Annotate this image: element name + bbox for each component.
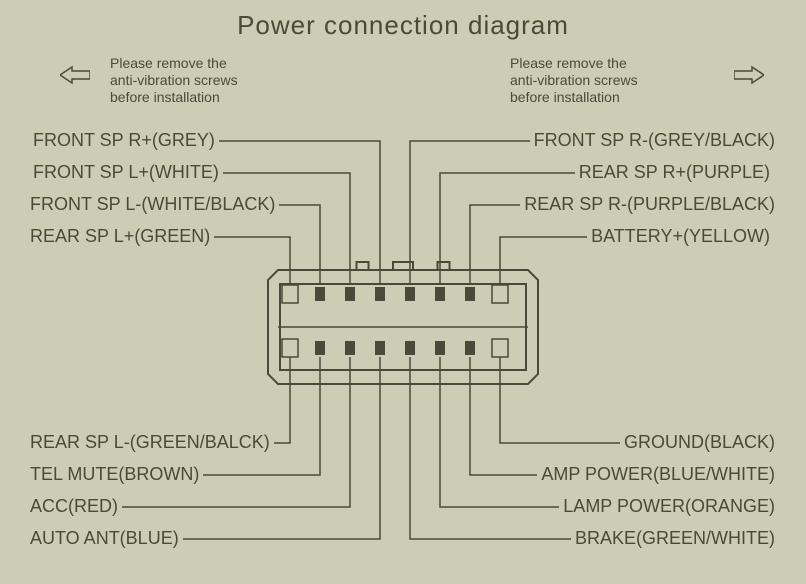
pin-label: REAR SP R-(PURPLE/BLACK) [524,194,775,215]
pin-label: FRONT SP R-(GREY/BLACK) [534,130,775,151]
pin-label: AUTO ANT(BLUE) [30,528,179,549]
pin-label: REAR SP L-(GREEN/BALCK) [30,432,270,453]
pin-label: BRAKE(GREEN/WHITE) [575,528,775,549]
pin-label: GROUND(BLACK) [624,432,775,453]
pin-label: AMP POWER(BLUE/WHITE) [541,464,775,485]
pin-label: FRONT SP L-(WHITE/BLACK) [30,194,275,215]
pin-label: LAMP POWER(ORANGE) [563,496,775,517]
pin-label: BATTERY+(YELLOW) [591,226,770,247]
pin-label: TEL MUTE(BROWN) [30,464,199,485]
pin-label: ACC(RED) [30,496,118,517]
pin-label: REAR SP L+(GREEN) [30,226,210,247]
pin-label: REAR SP R+(PURPLE) [579,162,770,183]
pin-label: FRONT SP L+(WHITE) [33,162,219,183]
pin-label: FRONT SP R+(GREY) [33,130,215,151]
